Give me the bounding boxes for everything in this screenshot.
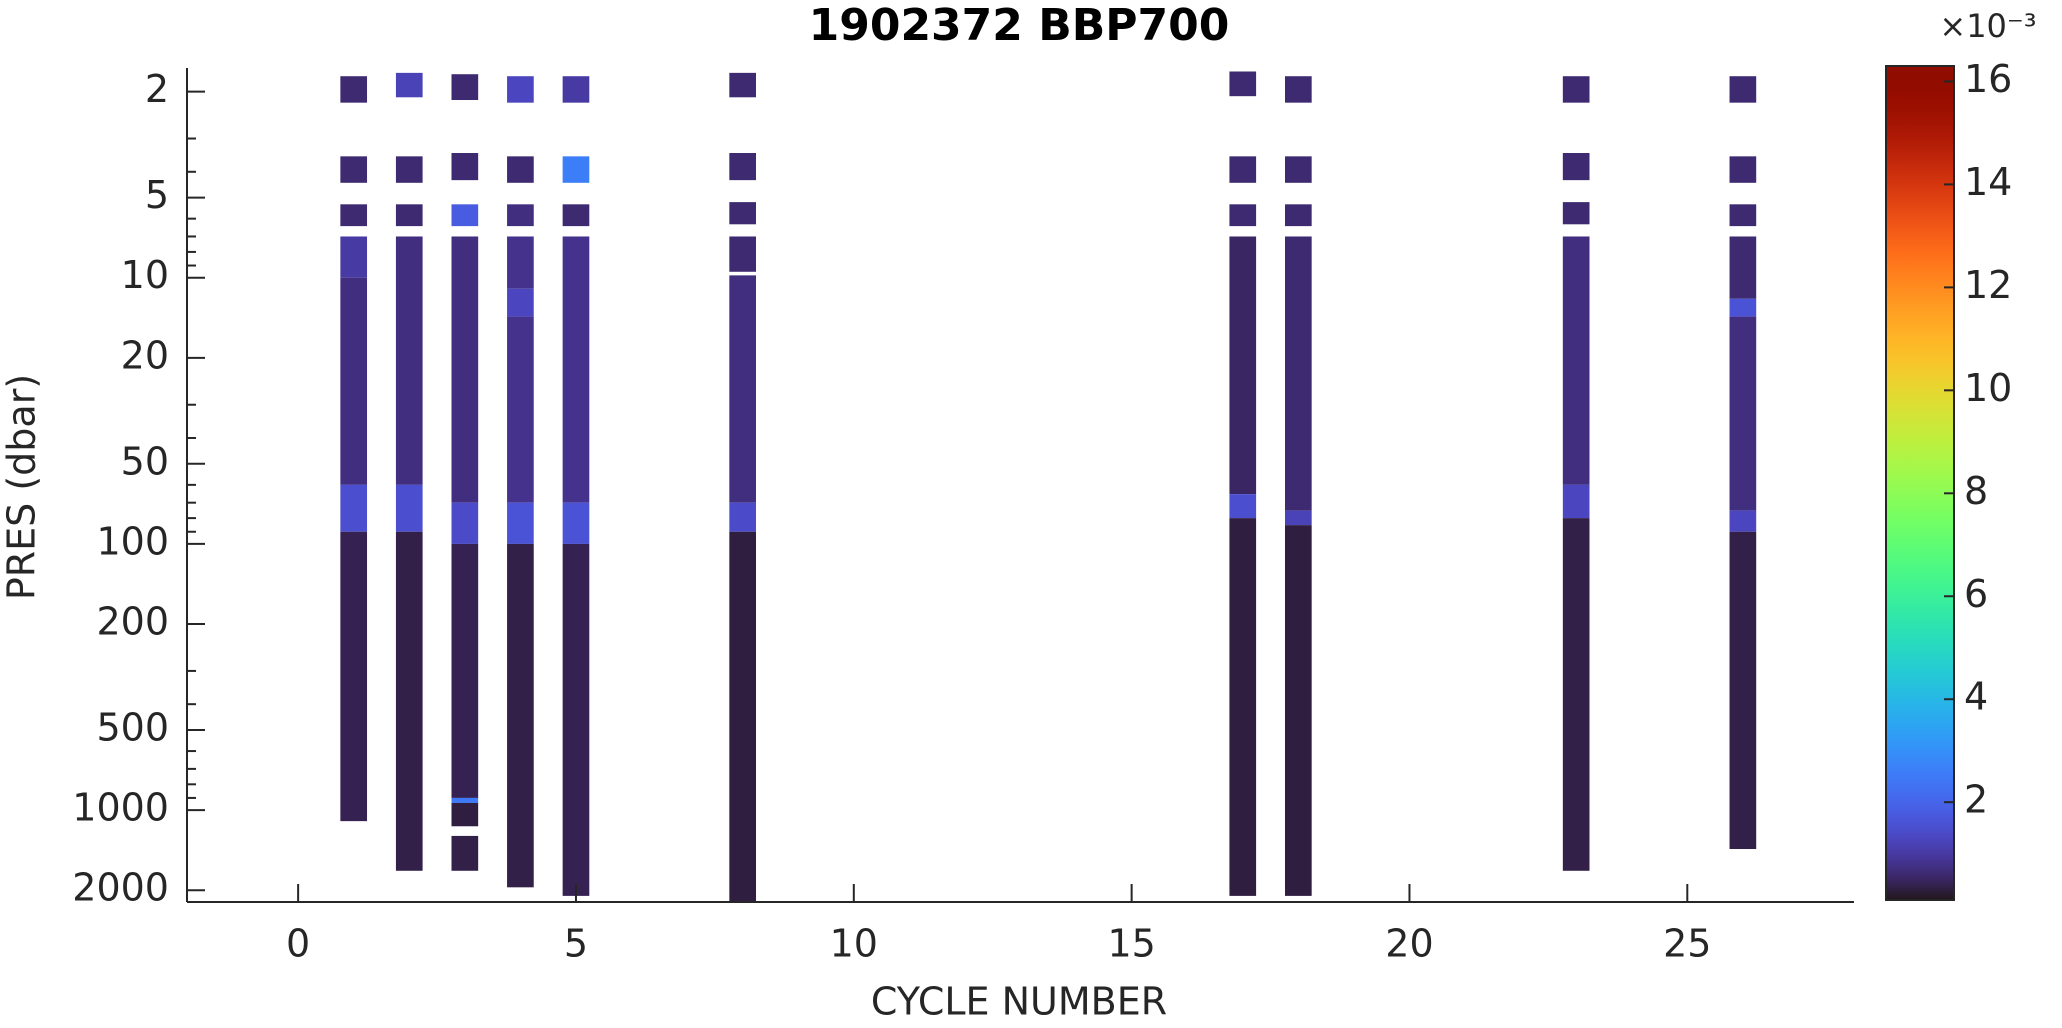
colorbar-tick-label: 10 bbox=[1964, 366, 2012, 410]
profile-cell bbox=[1562, 518, 1590, 871]
profile-cell bbox=[507, 236, 534, 289]
profile-cell bbox=[451, 835, 479, 871]
profile-cell bbox=[1562, 236, 1590, 485]
profile-cell bbox=[340, 484, 368, 532]
x-tick-label: 0 bbox=[286, 922, 310, 966]
profile-cell bbox=[1284, 510, 1312, 526]
profile-cell bbox=[729, 502, 757, 532]
profile-cell bbox=[1229, 518, 1257, 896]
profile-cell bbox=[507, 316, 534, 503]
profile-cell bbox=[1729, 76, 1757, 103]
profile-cell bbox=[1729, 156, 1757, 183]
colorbar bbox=[1885, 65, 1955, 901]
profile-cell bbox=[1729, 531, 1757, 850]
profile-cell bbox=[395, 156, 423, 183]
colorbar-tick-label: 12 bbox=[1964, 263, 2012, 307]
profile-cell bbox=[507, 204, 534, 227]
x-tick-label: 20 bbox=[1385, 922, 1433, 966]
profile-cell bbox=[729, 202, 757, 225]
profile-cell bbox=[340, 236, 368, 278]
colorbar-multiplier: ×10⁻³ bbox=[1939, 7, 2036, 45]
profile-cell bbox=[729, 152, 757, 181]
profile-cell bbox=[507, 156, 534, 183]
profile-cell bbox=[562, 543, 590, 896]
profile-cell bbox=[1562, 76, 1590, 103]
profile-cell bbox=[395, 236, 423, 485]
profile-cell bbox=[1284, 204, 1312, 227]
profile-cell bbox=[1284, 76, 1312, 103]
profile-cell bbox=[451, 204, 479, 227]
x-axis-label: CYCLE NUMBER bbox=[871, 980, 1167, 1024]
y-tick-label: 5 bbox=[145, 173, 169, 217]
colorbar-tick-label: 4 bbox=[1964, 675, 1988, 719]
profile-cell bbox=[1729, 510, 1757, 532]
profile-cell bbox=[340, 76, 368, 103]
colorbar-tick-label: 8 bbox=[1964, 469, 1988, 513]
y-tick-label: 500 bbox=[96, 705, 169, 749]
profile-cell bbox=[729, 275, 757, 503]
x-tick-label: 15 bbox=[1107, 922, 1155, 966]
y-tick-label: 2 bbox=[145, 67, 169, 111]
y-tick-label: 10 bbox=[121, 253, 169, 297]
profile-cell bbox=[562, 502, 590, 544]
profile-cell bbox=[451, 543, 479, 798]
colorbar-tick-label: 16 bbox=[1964, 57, 2012, 101]
profile-cell bbox=[1229, 236, 1257, 495]
profile-cell bbox=[451, 236, 479, 503]
profile-cell bbox=[562, 156, 590, 183]
y-tick-label: 100 bbox=[96, 519, 169, 563]
profile-cell bbox=[1562, 202, 1590, 225]
y-tick-label: 50 bbox=[121, 439, 169, 483]
chart-title: 1902372 BBP700 bbox=[809, 0, 1230, 51]
profile-cell bbox=[1229, 494, 1257, 519]
profile-cell bbox=[1284, 236, 1312, 511]
colorbar-tick-label: 6 bbox=[1964, 572, 1988, 616]
profile-cell bbox=[340, 531, 368, 822]
profile-cell bbox=[1562, 152, 1590, 181]
y-axis-label: PRES (dbar) bbox=[0, 374, 44, 600]
profile-cell bbox=[729, 72, 757, 98]
profile-cell bbox=[562, 236, 590, 503]
profile-cell bbox=[1729, 236, 1757, 299]
profile-cell bbox=[507, 543, 534, 888]
profile-cell bbox=[451, 502, 479, 544]
profile-cell bbox=[1229, 71, 1257, 97]
y-tick-label: 2000 bbox=[72, 866, 169, 910]
profile-cell bbox=[1729, 204, 1757, 227]
profile-cell bbox=[340, 204, 368, 227]
y-tick-label: 1000 bbox=[72, 786, 169, 830]
profile-cell bbox=[451, 802, 479, 827]
profile-cell bbox=[562, 204, 590, 227]
profile-cell bbox=[395, 484, 423, 532]
profile-cell bbox=[1284, 156, 1312, 183]
profile-cell bbox=[395, 72, 423, 98]
profile-cell bbox=[1229, 156, 1257, 183]
profile-cell bbox=[451, 74, 479, 101]
x-tick-label: 10 bbox=[830, 922, 878, 966]
profile-cell bbox=[507, 502, 534, 544]
profile-cell bbox=[507, 76, 534, 103]
profile-cell bbox=[729, 236, 757, 272]
profile-cell bbox=[1729, 298, 1757, 317]
profile-cell bbox=[562, 76, 590, 103]
profile-cell bbox=[395, 531, 423, 871]
colorbar-tick-label: 14 bbox=[1964, 160, 2012, 204]
profile-cell bbox=[729, 531, 757, 903]
profile-cell bbox=[451, 797, 479, 803]
y-tick-label: 20 bbox=[121, 333, 169, 377]
colorbar-tick-label: 2 bbox=[1964, 778, 1988, 822]
profile-cell bbox=[340, 277, 368, 485]
profile-cell bbox=[1562, 484, 1590, 519]
x-tick-label: 25 bbox=[1663, 922, 1711, 966]
profile-cell bbox=[451, 152, 479, 181]
profile-cell bbox=[1229, 204, 1257, 227]
profile-cell bbox=[340, 156, 368, 183]
x-tick-label: 5 bbox=[564, 922, 588, 966]
profile-cell bbox=[1729, 316, 1757, 511]
profile-cell bbox=[1284, 525, 1312, 896]
profile-cell bbox=[395, 204, 423, 227]
y-tick-label: 200 bbox=[96, 600, 169, 644]
profile-cell bbox=[507, 288, 534, 317]
